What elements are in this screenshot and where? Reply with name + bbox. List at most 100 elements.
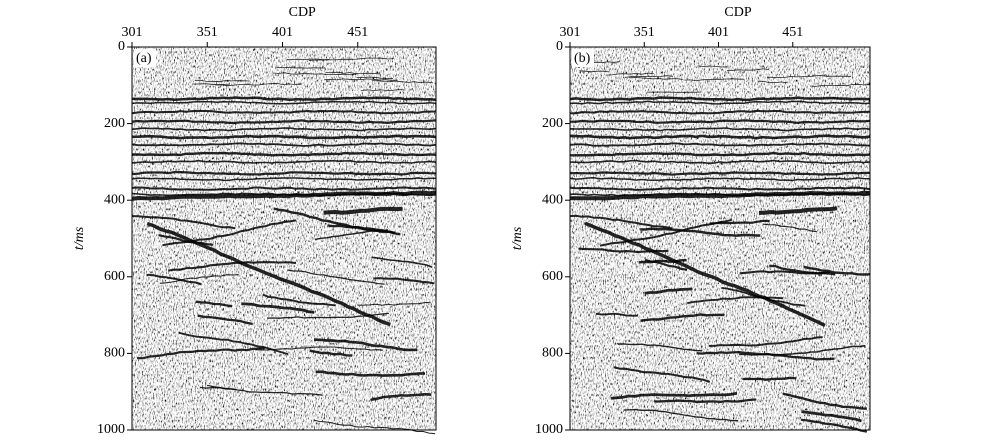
x-tick-label: 451 <box>782 25 803 40</box>
reflection <box>327 224 401 236</box>
reflection <box>309 349 353 357</box>
reflection <box>315 370 426 377</box>
reflection <box>569 159 871 165</box>
reflection <box>624 75 674 78</box>
y-tick-label: 800 <box>542 346 563 361</box>
reflection <box>267 312 389 319</box>
reflection <box>569 100 871 105</box>
reflection <box>578 247 669 254</box>
reflection <box>361 89 405 91</box>
frame <box>569 46 871 431</box>
x-tick-label: 401 <box>708 25 729 40</box>
reflection <box>357 301 431 306</box>
reflection <box>739 344 866 356</box>
reflection <box>589 61 620 64</box>
x-tick-label: 301 <box>560 25 581 40</box>
y-tick-label: 200 <box>542 116 563 131</box>
reflection <box>131 109 437 115</box>
y-tick-label: 400 <box>104 192 125 207</box>
reflection <box>570 134 871 140</box>
y-tick-label: 200 <box>104 116 125 131</box>
reflection <box>617 343 703 352</box>
x-axis-title: CDP <box>289 5 316 20</box>
reflection <box>131 171 436 176</box>
panel-label-box <box>572 49 594 67</box>
y-tick-label: 800 <box>104 346 125 361</box>
reflection <box>313 338 418 352</box>
reflection <box>131 142 437 147</box>
x-tick-label: 301 <box>122 25 143 40</box>
y-tick-label: 0 <box>118 39 125 54</box>
reflection <box>569 214 673 230</box>
reflection <box>276 66 326 69</box>
reflection <box>739 270 830 275</box>
reflection <box>131 127 437 132</box>
reflection <box>195 300 233 308</box>
reflection <box>569 177 871 182</box>
reflection <box>801 410 862 423</box>
reflection <box>131 100 437 105</box>
reflection <box>623 409 738 422</box>
reflection <box>193 83 231 86</box>
reflection <box>146 273 202 286</box>
reflection <box>803 265 870 276</box>
reflection <box>131 186 437 191</box>
reflections <box>131 57 437 435</box>
reflection <box>194 79 250 83</box>
reflection <box>809 83 870 87</box>
reflection <box>584 221 826 328</box>
x-tick-label: 351 <box>197 25 218 40</box>
reflection <box>782 392 867 410</box>
reflection <box>800 418 868 433</box>
reflection <box>569 96 871 102</box>
reflection <box>644 287 693 295</box>
reflection <box>241 302 315 314</box>
reflection <box>262 293 336 307</box>
reflection <box>742 376 797 381</box>
reflection <box>569 142 871 147</box>
x-tick-label: 401 <box>272 25 293 40</box>
reflection <box>595 312 638 317</box>
reflection <box>197 314 253 326</box>
y-tick-label: 600 <box>542 269 563 284</box>
reflection <box>640 227 761 237</box>
y-axis-title: t/ms <box>510 226 525 250</box>
reflection <box>131 119 437 125</box>
reflection <box>131 159 437 164</box>
y-tick-label: 1000 <box>535 422 563 437</box>
reflection <box>287 269 385 285</box>
seismic-panel: (a) CDP 301 351 401 451 0 200 400 600 800 1000 t/ms <box>72 5 437 437</box>
panel-label-box <box>134 49 156 67</box>
reflection <box>708 336 823 347</box>
y-tick-label: 0 <box>556 39 563 54</box>
reflection <box>684 78 745 82</box>
reflection <box>605 72 654 76</box>
reflection <box>570 151 871 157</box>
y-tick-label: 400 <box>542 192 563 207</box>
reflection <box>131 134 437 140</box>
reflection <box>308 57 394 61</box>
y-tick-label: 600 <box>104 269 125 284</box>
reflection <box>709 219 770 225</box>
reflection <box>131 96 437 102</box>
reflection <box>644 258 688 271</box>
reflection <box>613 366 711 383</box>
reflection <box>131 151 437 157</box>
frame <box>131 46 437 431</box>
reflection <box>371 80 433 84</box>
reflection <box>569 186 871 191</box>
reflection <box>313 419 436 435</box>
reflections <box>569 61 871 433</box>
reflection <box>323 206 403 215</box>
reflection <box>758 206 838 215</box>
reflection <box>370 392 432 402</box>
reflection <box>159 274 239 284</box>
reflection <box>324 78 398 81</box>
seismic-panel: (b) CDP 301 351 401 451 0 200 400 600 800 1000 t/ms <box>510 5 871 437</box>
reflection <box>687 296 784 305</box>
reflection <box>726 68 769 71</box>
reflection <box>762 223 817 233</box>
x-axis-title: CDP <box>724 5 751 20</box>
x-tick-label: 351 <box>634 25 655 40</box>
